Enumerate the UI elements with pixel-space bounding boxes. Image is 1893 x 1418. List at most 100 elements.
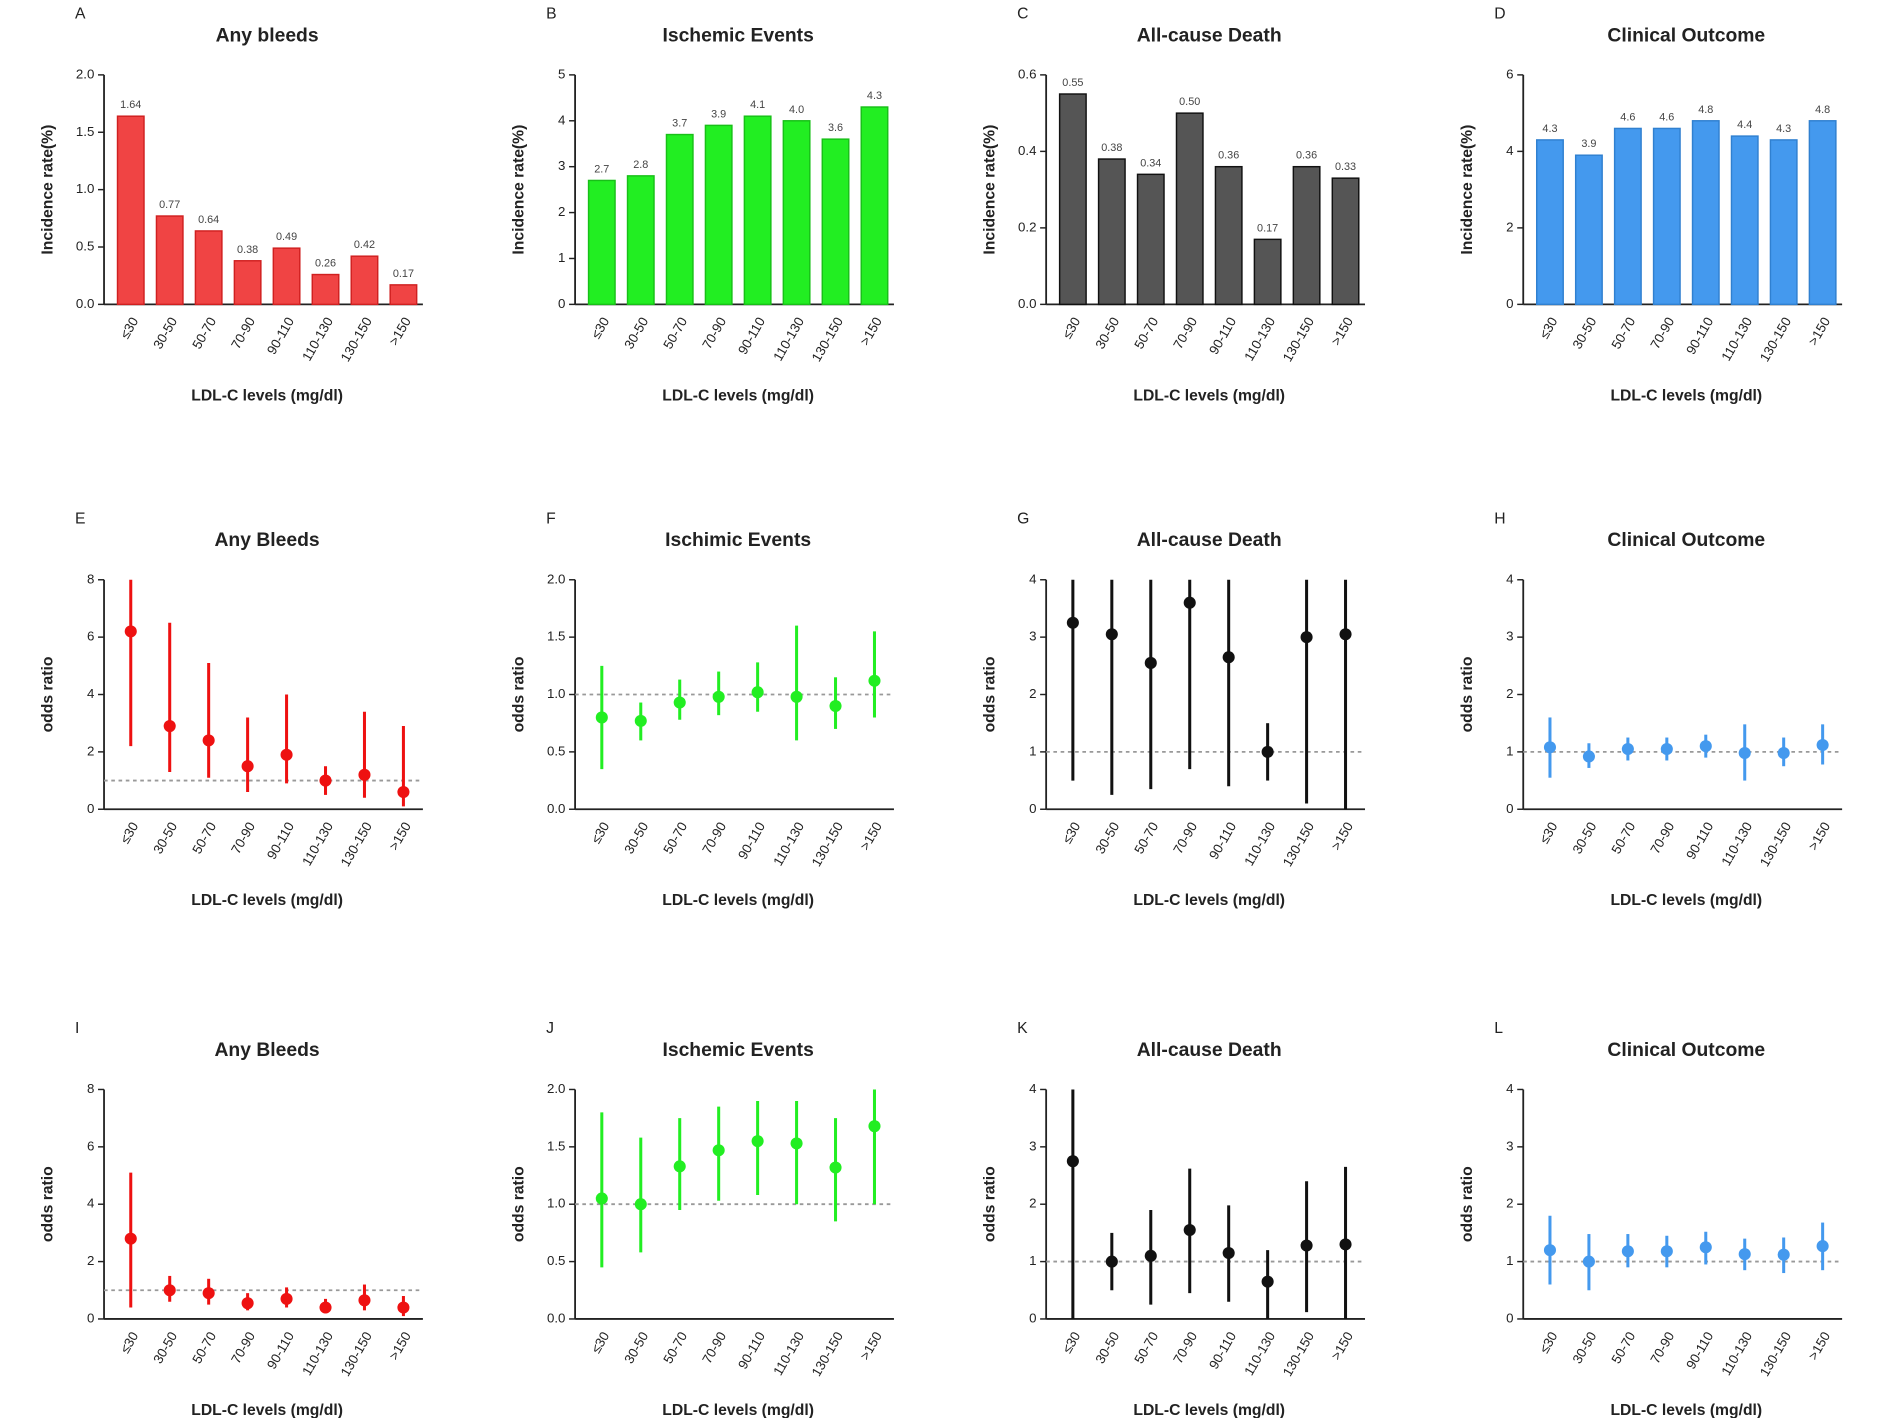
x-axis-label: LDL-C levels (mg/dl) bbox=[662, 1402, 814, 1418]
x-axis-label: LDL-C levels (mg/dl) bbox=[1133, 1402, 1285, 1418]
value-label: 0.36 bbox=[1218, 150, 1239, 162]
bar bbox=[233, 260, 262, 306]
point bbox=[1777, 1248, 1790, 1261]
y-tick-label: 1.0 bbox=[547, 1196, 565, 1211]
bar bbox=[1691, 120, 1720, 306]
point bbox=[202, 1287, 215, 1300]
value-label: 0.38 bbox=[237, 244, 258, 256]
x-tick-label: 70-90 bbox=[228, 820, 258, 857]
value-label: 0.77 bbox=[159, 199, 180, 211]
point bbox=[241, 760, 254, 773]
point bbox=[1621, 742, 1634, 756]
value-label: 3.7 bbox=[672, 118, 687, 130]
bar bbox=[1136, 173, 1165, 306]
y-tick-label: 0.0 bbox=[547, 801, 565, 816]
y-tick-label: 0 bbox=[87, 801, 94, 816]
panel-label: F bbox=[546, 511, 556, 528]
point bbox=[1300, 631, 1313, 644]
chart-title: Ischemic Events bbox=[662, 1040, 813, 1061]
panel-label: G bbox=[1017, 511, 1029, 528]
x-tick-label: >150 bbox=[1328, 820, 1356, 853]
point bbox=[1066, 1155, 1079, 1168]
x-tick-label: 50-70 bbox=[189, 820, 219, 857]
x-tick-label: 50-70 bbox=[189, 315, 219, 352]
point bbox=[163, 1284, 176, 1297]
y-tick-label: 0 bbox=[1506, 801, 1513, 816]
point bbox=[829, 1161, 842, 1174]
x-tick-label: 50-70 bbox=[660, 315, 690, 352]
x-tick-label: 30-50 bbox=[1092, 315, 1122, 352]
y-axis-label: odds ratio bbox=[982, 657, 999, 733]
y-axis-label: Incidence rate(%) bbox=[982, 125, 999, 255]
value-label: 3.6 bbox=[828, 122, 843, 134]
x-tick-label: ≤30 bbox=[588, 1329, 612, 1356]
bar bbox=[1574, 154, 1603, 306]
bar bbox=[1808, 120, 1837, 306]
bar bbox=[194, 230, 223, 306]
y-tick-label: 2 bbox=[1506, 686, 1513, 701]
value-label: 4.6 bbox=[1659, 111, 1674, 123]
point bbox=[1543, 1244, 1557, 1257]
y-tick-label: 0.0 bbox=[547, 1310, 565, 1325]
x-tick-label: 110-130 bbox=[770, 315, 807, 364]
value-label: 0.17 bbox=[1257, 222, 1278, 234]
value-label: 0.34 bbox=[1140, 157, 1161, 169]
y-tick-label: 2.0 bbox=[547, 571, 565, 586]
y-axis-label: odds ratio bbox=[1459, 1166, 1476, 1242]
bar bbox=[860, 106, 889, 306]
point bbox=[319, 774, 332, 787]
point bbox=[1621, 1245, 1634, 1258]
y-tick-label: 0 bbox=[1029, 1310, 1036, 1325]
y-tick-label: 1 bbox=[1029, 1253, 1036, 1268]
y-axis-label: odds ratio bbox=[511, 657, 528, 733]
value-label: 3.9 bbox=[1581, 138, 1596, 150]
point bbox=[319, 1301, 332, 1314]
y-tick-label: 6 bbox=[87, 629, 94, 644]
point bbox=[1105, 628, 1118, 641]
x-tick-label: ≤30 bbox=[1536, 820, 1560, 847]
x-tick-label: 110-130 bbox=[1718, 1329, 1755, 1378]
x-tick-label: 50-70 bbox=[1608, 820, 1638, 857]
bar bbox=[1214, 165, 1243, 306]
x-axis-label: LDL-C levels (mg/dl) bbox=[191, 1402, 343, 1418]
bar bbox=[1175, 112, 1204, 306]
x-tick-label: 30-50 bbox=[150, 820, 180, 857]
x-tick-label: ≤30 bbox=[1059, 315, 1083, 342]
bar bbox=[782, 120, 811, 306]
y-tick-label: 1.5 bbox=[547, 1138, 565, 1153]
x-axis-label: LDL-C levels (mg/dl) bbox=[191, 892, 343, 909]
x-tick-label: >150 bbox=[1805, 1329, 1833, 1362]
value-label: 0.55 bbox=[1062, 77, 1083, 89]
x-tick-label: 70-90 bbox=[1170, 820, 1200, 857]
point bbox=[280, 1292, 293, 1305]
y-tick-label: 1.0 bbox=[547, 686, 565, 701]
x-tick-label: 30-50 bbox=[1569, 820, 1599, 857]
panel-label: E bbox=[75, 511, 85, 528]
y-tick-label: 1 bbox=[1506, 743, 1513, 758]
value-label: 4.8 bbox=[1815, 104, 1830, 116]
point bbox=[634, 714, 647, 727]
x-tick-label: 130-150 bbox=[809, 820, 846, 870]
x-tick-label: 30-50 bbox=[150, 315, 180, 352]
y-tick-label: 4 bbox=[87, 1196, 94, 1211]
point bbox=[1222, 651, 1235, 664]
x-axis-label: LDL-C levels (mg/dl) bbox=[191, 387, 343, 404]
y-axis-label: Incidence rate(%) bbox=[40, 125, 57, 255]
point bbox=[1339, 628, 1352, 641]
x-tick-label: 70-90 bbox=[1647, 820, 1677, 857]
chart-title: Any bleeds bbox=[216, 25, 319, 46]
y-axis-label: odds ratio bbox=[40, 657, 57, 733]
x-tick-label: >150 bbox=[857, 820, 885, 853]
panel-label: J bbox=[546, 1020, 554, 1037]
y-tick-label: 8 bbox=[87, 571, 94, 586]
x-tick-label: 70-90 bbox=[1647, 1329, 1677, 1366]
x-tick-label: 30-50 bbox=[150, 1329, 180, 1366]
y-tick-label: 2 bbox=[558, 204, 565, 219]
x-tick-label: 90-110 bbox=[1206, 820, 1239, 862]
chart-title: All-cause Death bbox=[1137, 25, 1282, 46]
y-tick-label: 1.0 bbox=[76, 181, 94, 196]
x-tick-label: 50-70 bbox=[660, 820, 690, 857]
value-label: 0.42 bbox=[354, 239, 375, 251]
x-tick-label: 30-50 bbox=[621, 1329, 651, 1366]
